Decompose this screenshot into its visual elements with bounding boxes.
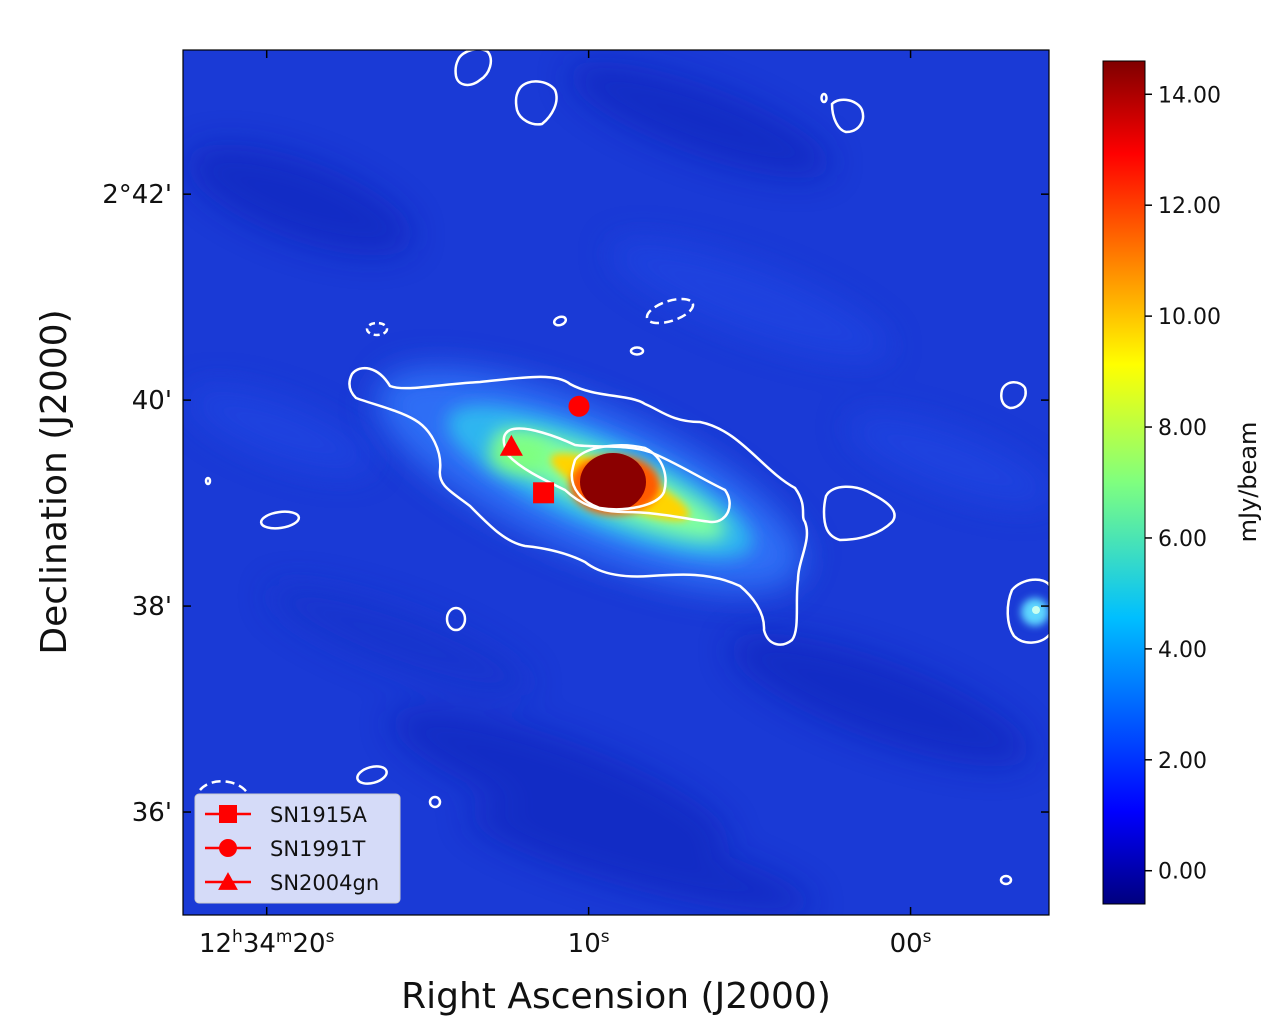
tick-marks	[183, 50, 1049, 915]
y-tick-label: 2°42'	[102, 180, 172, 210]
contour-negative-1	[645, 297, 695, 325]
marker-sn2004gn	[499, 434, 523, 456]
legend-entry: SN1991T	[205, 837, 365, 861]
contour-blob-9	[445, 606, 467, 632]
contour-blob-2	[514, 80, 558, 126]
contour-core	[570, 444, 667, 511]
colorbar-tick-label: 4.00	[1158, 638, 1207, 663]
colorbar-tick-label: 10.00	[1158, 305, 1221, 330]
legend: SN1915A SN1991T SN2004gn	[194, 793, 401, 904]
colorbar-gradient	[1102, 60, 1146, 905]
x-tick-label: 12h34m20s	[199, 927, 335, 959]
contour-negative-2	[365, 321, 389, 337]
legend-label: SN2004gn	[270, 871, 379, 895]
x-tick-labels: 12h34m20s 10s 00s	[199, 927, 932, 959]
plot-area	[183, 50, 1049, 915]
contour-negative-3	[199, 780, 250, 795]
contour-outer	[348, 366, 809, 646]
colorbar-tick-label: 12.00	[1158, 194, 1221, 219]
marker-sn1915a	[533, 482, 555, 504]
contour-blob-8	[259, 510, 301, 530]
contour-blob-4	[820, 92, 828, 104]
legend-box	[194, 793, 401, 904]
galaxy-emission	[376, 368, 1049, 626]
marker-sn1991t	[568, 395, 590, 417]
legend-entry: SN2004gn	[205, 871, 379, 895]
marker-sn1915a	[219, 805, 237, 823]
colorbar-tick-label: 0.00	[1158, 860, 1207, 885]
legend-entry: SN1915A	[205, 803, 367, 827]
marker-sn1991t	[219, 839, 237, 857]
contour-blob-12	[356, 765, 388, 785]
legend-label: SN1991T	[270, 837, 365, 861]
contour-blob-10	[552, 315, 568, 327]
x-tick-label: 10s	[568, 927, 610, 959]
colorbar-tick-label: 6.00	[1158, 527, 1207, 552]
colorbar-tick-label: 2.00	[1158, 749, 1207, 774]
supernova-markers	[499, 395, 590, 504]
contour-blob-6	[822, 485, 896, 542]
y-tick-labels: 2°42' 40' 38' 36'	[102, 180, 172, 828]
marker-sn2004gn	[218, 872, 238, 890]
contours	[199, 50, 1049, 886]
colorbar-label: mJy/beam	[1234, 422, 1262, 543]
contour-blob-14	[204, 476, 212, 486]
contour-blob-15	[999, 874, 1013, 886]
contour-blob-1	[454, 50, 492, 87]
plot-frame	[182, 49, 1050, 916]
contour-blob-11	[629, 346, 645, 356]
colorbar-tick-label: 8.00	[1158, 416, 1207, 441]
colorbar: 0.00 2.00 4.00 6.00 8.00 10.00 12.00 14.00 mJy/…	[1102, 60, 1262, 905]
contour-blob-3	[830, 98, 865, 134]
contour-inner	[502, 427, 731, 524]
x-axis-title: Right Ascension (J2000)	[401, 976, 831, 1017]
contour-blob-13	[428, 795, 442, 809]
y-tick-label: 36'	[132, 798, 172, 828]
background-noise	[185, 61, 1049, 915]
contour-blob-7	[1006, 578, 1049, 644]
contour-blob-5	[1000, 381, 1027, 410]
legend-label: SN1915A	[270, 803, 367, 827]
y-tick-label: 40'	[132, 386, 172, 416]
y-tick-label: 38'	[132, 592, 172, 622]
y-axis-title: Declination (J2000)	[34, 309, 75, 654]
x-tick-label: 00s	[890, 927, 932, 959]
colorbar-ticks: 0.00 2.00 4.00 6.00 8.00 10.00 12.00 14.00	[1145, 83, 1221, 885]
colorbar-tick-label: 14.00	[1158, 83, 1221, 108]
